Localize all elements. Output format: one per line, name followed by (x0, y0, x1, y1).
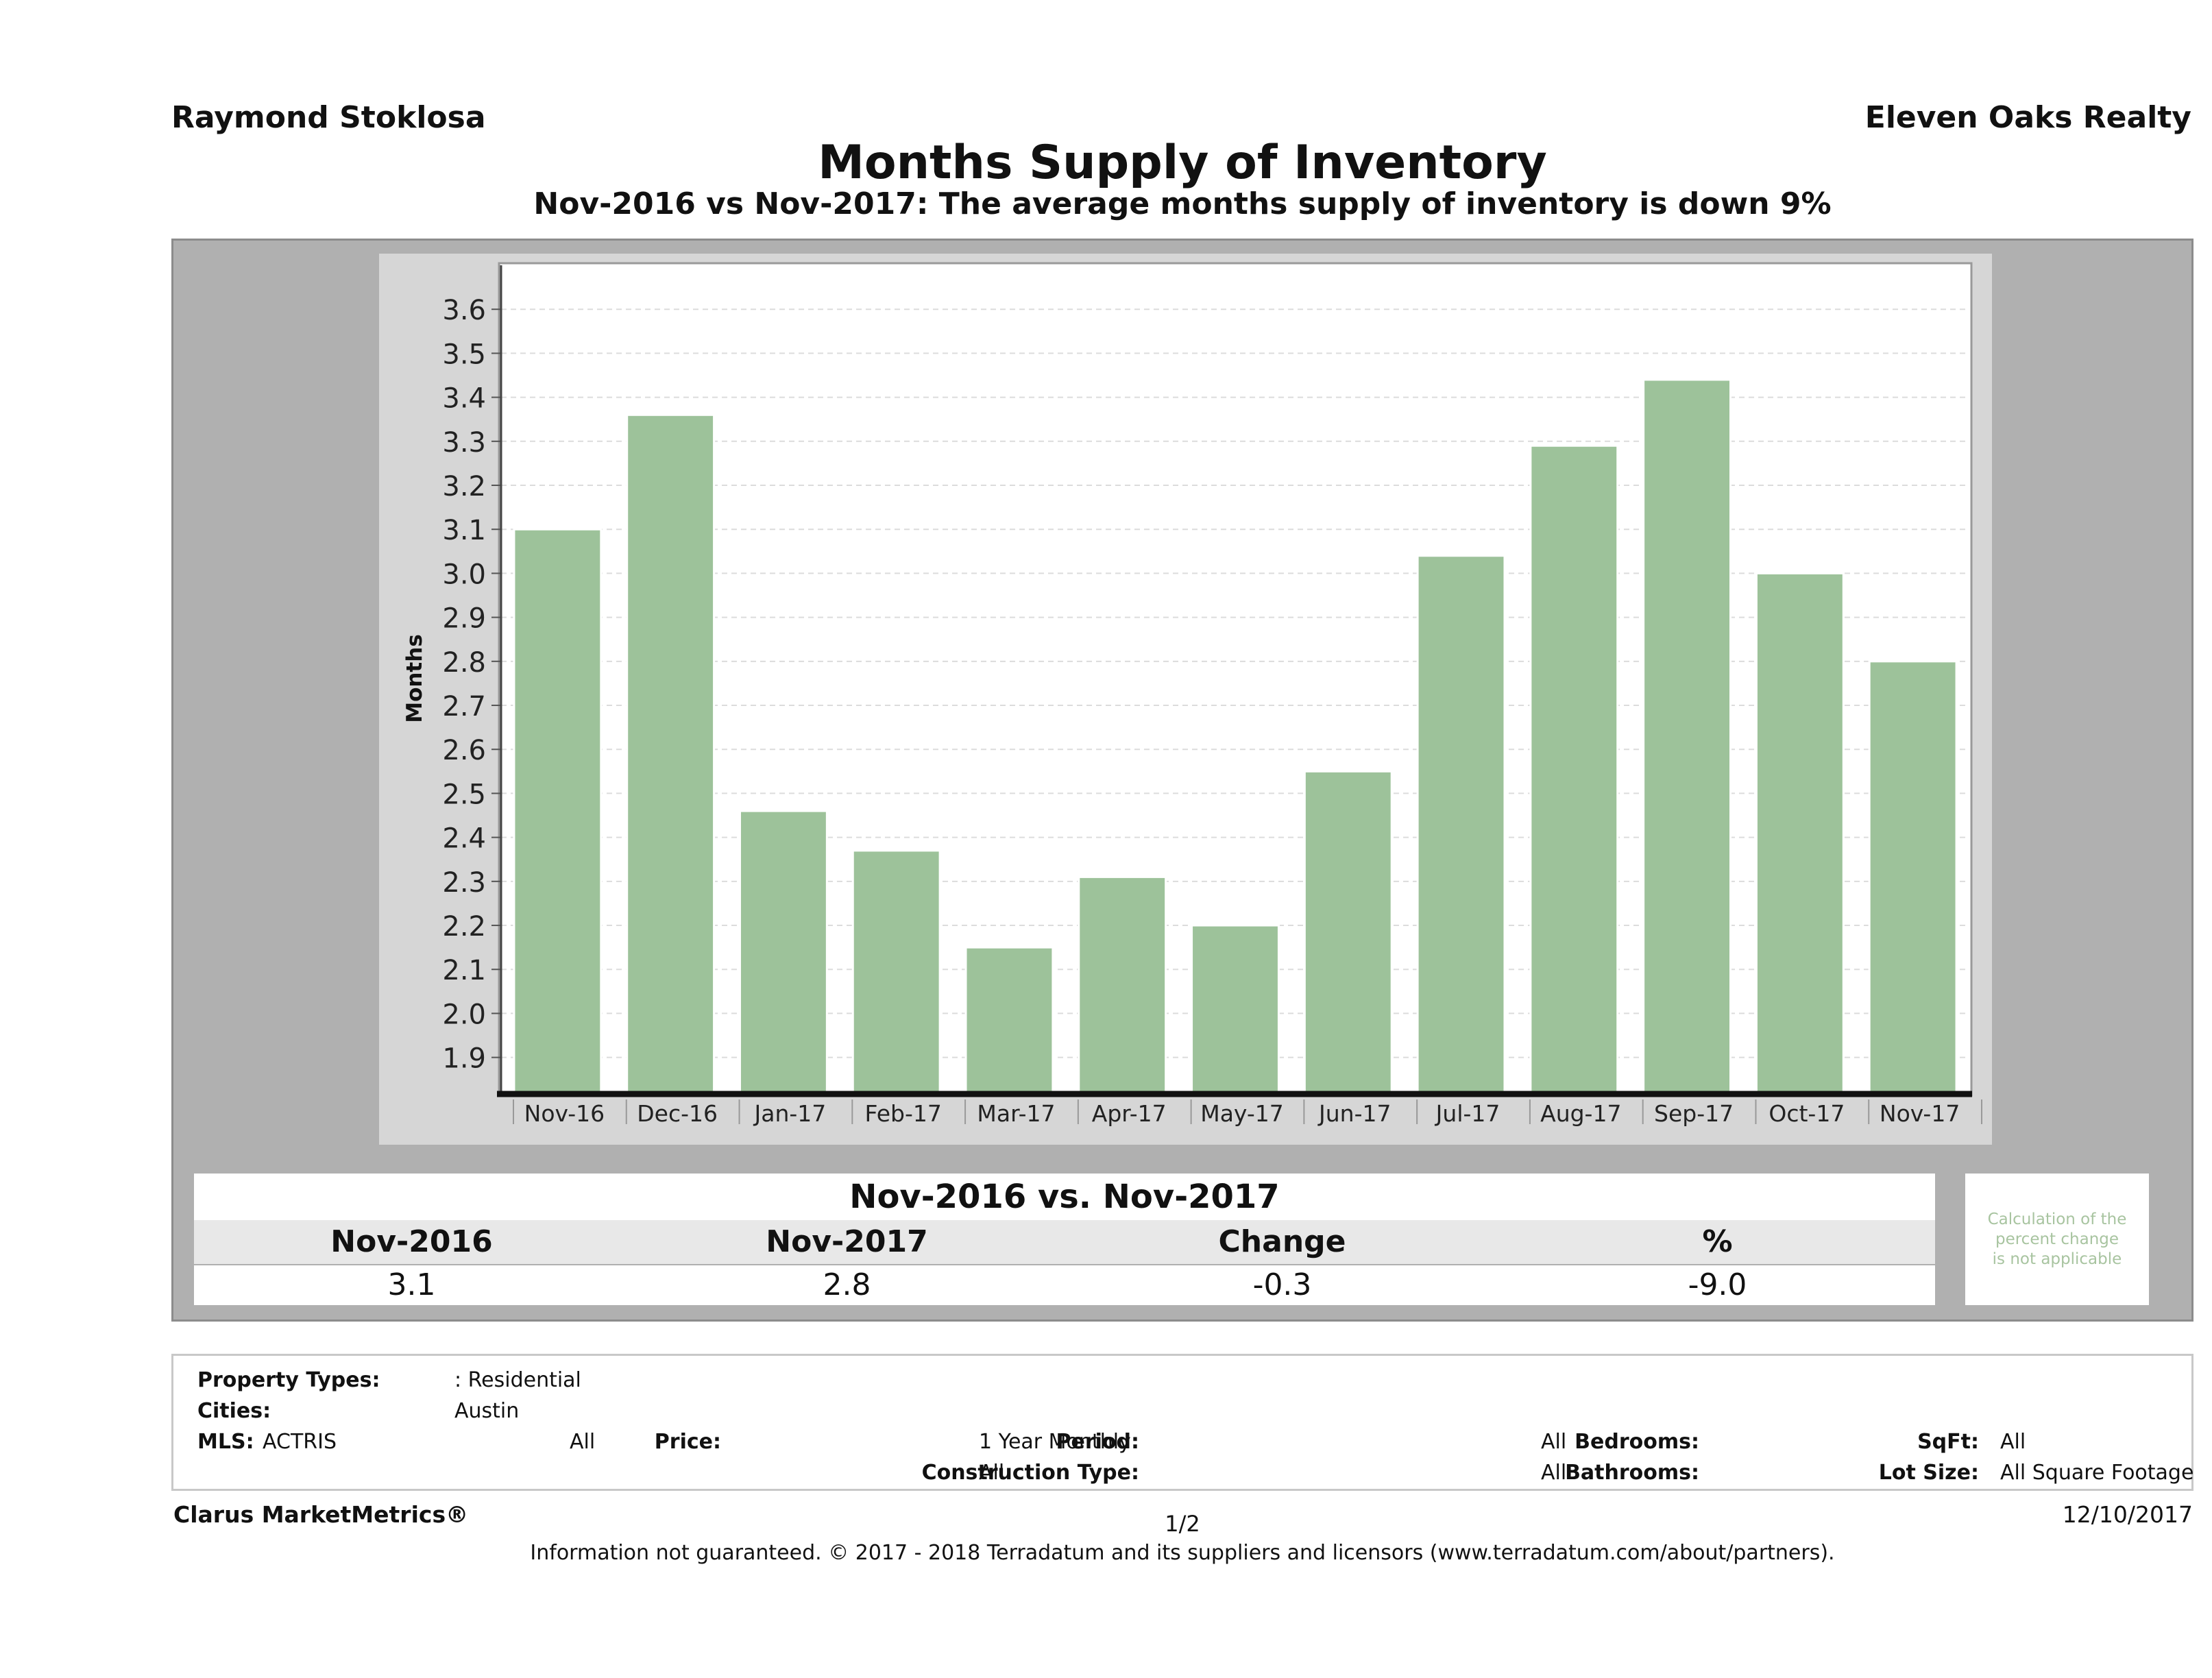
x-tick-label: Jul-17 (1435, 1100, 1500, 1127)
bar-sep-17 (1642, 378, 1732, 1094)
bathrooms-label: Bathrooms: (1565, 1461, 1699, 1485)
y-tick-label: 1.9 (442, 1043, 486, 1075)
bar-jun-17 (1303, 770, 1393, 1094)
y-tick-label: 3.6 (442, 295, 486, 326)
x-tick-label: May-17 (1200, 1100, 1284, 1127)
axes (491, 265, 1982, 1124)
note-line-3: is not applicable (1992, 1250, 2122, 1268)
bar-nov-17 (1868, 660, 1958, 1094)
value-nov-2016: 3.1 (387, 1267, 436, 1302)
chart-subtitle: Nov-2016 vs Nov-2017: The average months… (533, 186, 1832, 221)
mls-label: MLS: (197, 1430, 254, 1454)
cities-value: Austin (454, 1399, 520, 1423)
cities-label: Cities: (197, 1399, 271, 1423)
construction-type-label: Construction Type: (921, 1461, 1139, 1485)
filter-criteria-box: Property Types: : Residential Cities: Au… (171, 1354, 2193, 1491)
x-tick-label: Feb-17 (865, 1100, 942, 1127)
y-tick-labels: 3.6 3.5 3.4 3.3 3.2 3.1 3.0 2.9 2.8 2.7 2.6 2.5 2.4 2… (442, 295, 486, 1074)
y-tick-label: 3.2 (442, 471, 486, 502)
bar-nov-16 (513, 528, 603, 1094)
y-tick-label: 2.3 (442, 867, 486, 899)
note-line-2: percent change (1995, 1230, 2119, 1248)
y-tick-label: 3.3 (442, 427, 486, 459)
y-tick-label: 3.1 (442, 515, 486, 546)
y-tick-label: 3.0 (442, 559, 486, 590)
x-tick-labels: Nov-16 Dec-16 Jan-17 Feb-17 Mar-17 Apr-17 May-… (524, 1100, 1960, 1127)
months-supply-bar-chart: 3.6 3.5 3.4 3.3 3.2 3.1 3.0 2.9 2.8 2.7 2.6 2.5 2.4 2… (402, 262, 1982, 1127)
chart-title: Months Supply of Inventory (818, 136, 1547, 190)
agent-name: Raymond Stoklosa (171, 100, 486, 135)
bedrooms-value: All (1541, 1430, 1567, 1454)
property-types-value: : Residential (454, 1368, 581, 1392)
x-tick-label: Mar-17 (977, 1100, 1055, 1127)
x-tick-label: Nov-16 (524, 1100, 605, 1127)
x-tick-label: Sep-17 (1654, 1100, 1734, 1127)
x-tick-label: Jan-17 (753, 1100, 827, 1127)
y-tick-label: 2.8 (442, 647, 486, 679)
period-value: 1 Year Monthly (979, 1430, 1131, 1454)
page-number: 1/2 (1165, 1511, 1200, 1537)
value-change: -0.3 (1252, 1267, 1312, 1302)
x-tick-label: Oct-17 (1769, 1100, 1845, 1127)
x-tick-label: Dec-16 (637, 1100, 718, 1127)
percent-change-note: Calculation of the percent change is not… (1965, 1174, 2149, 1305)
note-line-1: Calculation of the (1987, 1210, 2127, 1228)
bathrooms-value: All (1541, 1461, 1567, 1485)
y-tick-label: 3.5 (442, 339, 486, 370)
bar-oct-17 (1755, 572, 1845, 1094)
sqft-label: SqFt: (1917, 1430, 1979, 1454)
y-tick-label: 2.5 (442, 779, 486, 810)
sqft-value: All (2000, 1430, 2026, 1454)
period-label: Period: (1056, 1430, 1140, 1454)
report-date: 12/10/2017 (2062, 1501, 2193, 1528)
y-axis-label: Months (402, 634, 427, 723)
lot-size-label: Lot Size: (1878, 1461, 1979, 1485)
bars (513, 378, 1958, 1094)
value-nov-2017: 2.8 (823, 1267, 871, 1302)
mls-value: ACTRIS (263, 1430, 337, 1454)
y-tick-label: 2.2 (442, 911, 486, 943)
x-tick-label: Apr-17 (1092, 1100, 1167, 1127)
header-percent: % (1702, 1224, 1733, 1259)
price-value: All (570, 1430, 596, 1454)
bar-feb-17 (851, 849, 941, 1094)
bar-jan-17 (738, 810, 828, 1094)
comparison-title: Nov-2016 vs. Nov-2017 (194, 1174, 1935, 1220)
y-tick-label: 2.9 (442, 603, 486, 635)
value-percent: -9.0 (1688, 1267, 1747, 1302)
bar-dec-16 (626, 413, 716, 1094)
footer-brand: Clarus MarketMetrics® (173, 1501, 469, 1528)
comparison-header-row: Nov-2016 Nov-2017 Change % (194, 1220, 1935, 1264)
disclaimer: Information not guaranteed. © 2017 - 201… (530, 1541, 1835, 1565)
construction-type-value: All (979, 1461, 1005, 1485)
y-tick-label: 2.0 (442, 999, 486, 1030)
bar-mar-17 (964, 946, 1054, 1094)
bedrooms-label: Bedrooms: (1575, 1430, 1699, 1454)
y-tick-label: 2.7 (442, 691, 486, 722)
y-tick-label: 2.1 (442, 955, 486, 986)
bar-may-17 (1191, 924, 1280, 1094)
x-tick-label: Aug-17 (1540, 1100, 1621, 1127)
header-nov-2016: Nov-2016 (330, 1224, 493, 1259)
x-tick-label: Jun-17 (1317, 1100, 1391, 1127)
x-tick-label: Nov-17 (1880, 1100, 1960, 1127)
property-types-label: Property Types: (197, 1368, 380, 1392)
y-tick-label: 2.6 (442, 735, 486, 766)
brokerage-name: Eleven Oaks Realty (1864, 100, 2191, 135)
comparison-values-row: 3.1 2.8 -0.3 -9.0 (194, 1265, 1935, 1305)
bar-apr-17 (1078, 875, 1167, 1094)
y-tick-label: 2.4 (442, 823, 486, 855)
bar-jul-17 (1416, 555, 1506, 1094)
header-change: Change (1218, 1224, 1346, 1259)
y-tick-label: 3.4 (442, 383, 486, 415)
lot-size-value: All Square Footage (2000, 1461, 2194, 1485)
header-nov-2017: Nov-2017 (766, 1224, 928, 1259)
bar-aug-17 (1529, 444, 1619, 1094)
price-label: Price: (654, 1430, 721, 1454)
